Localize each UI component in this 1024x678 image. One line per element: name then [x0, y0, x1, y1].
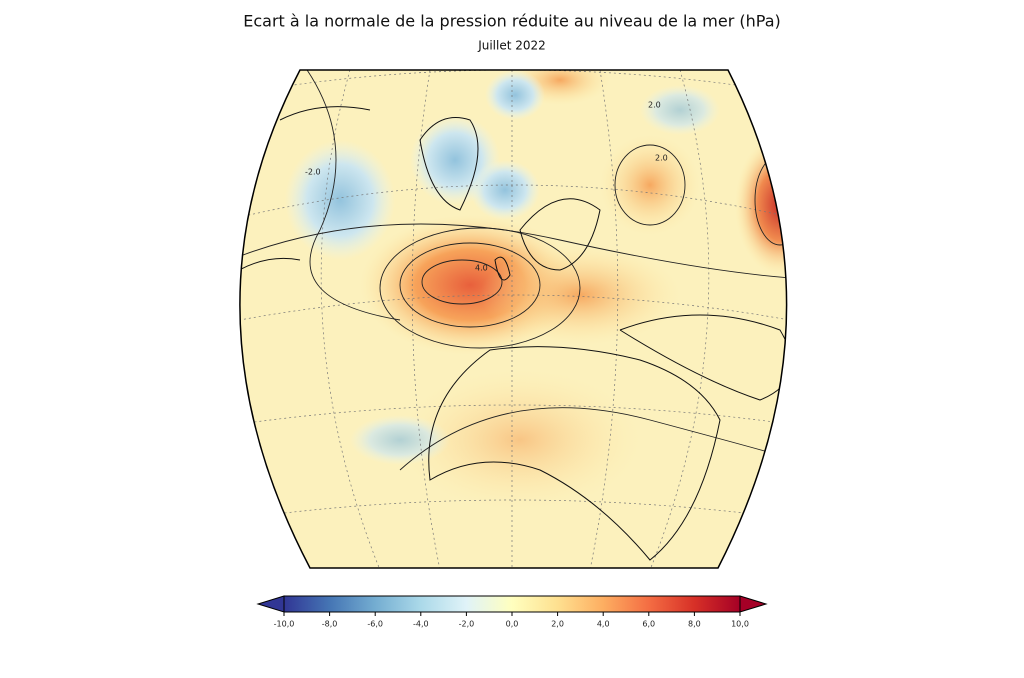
- contour-label: 2.0: [648, 101, 661, 110]
- colorbar-tick-label: -8,0: [322, 620, 338, 629]
- colorbar-tick-label: 6,0: [642, 620, 655, 629]
- colorbar-tick-label: -2,0: [459, 620, 475, 629]
- colorbar-tick-label: 4,0: [597, 620, 610, 629]
- subtitle: Juillet 2022: [477, 39, 546, 53]
- colorbar-extend-high: [739, 595, 768, 613]
- globe-border: [239, 69, 788, 569]
- contour-label: 4.0: [475, 264, 488, 273]
- colorbar: -10,0 -8,0 -6,0 -4,0 -2,0 0,0 2,0 4,0 6,0 8,0 10,0: [256, 595, 768, 629]
- colorbar-tick-label: -10,0: [274, 620, 295, 629]
- colorbar-body: [283, 595, 741, 613]
- colorbar-tick-label: -6,0: [367, 620, 383, 629]
- contour-label: 2.0: [655, 154, 668, 163]
- title: Ecart à la normale de la pression réduit…: [243, 12, 781, 31]
- colorbar-extend-low: [256, 595, 285, 613]
- colorbar-tick-label: 2,0: [551, 620, 564, 629]
- map: 4.0 2.0 -2.0 2.0: [239, 70, 787, 568]
- colorbar-tick-label: -4,0: [413, 620, 429, 629]
- colorbar-tick-label: 8,0: [688, 620, 701, 629]
- colorbar-tick-label: 0,0: [506, 620, 519, 629]
- colorbar-tick-label: 10,0: [731, 620, 749, 629]
- contour-label: -2.0: [305, 168, 321, 177]
